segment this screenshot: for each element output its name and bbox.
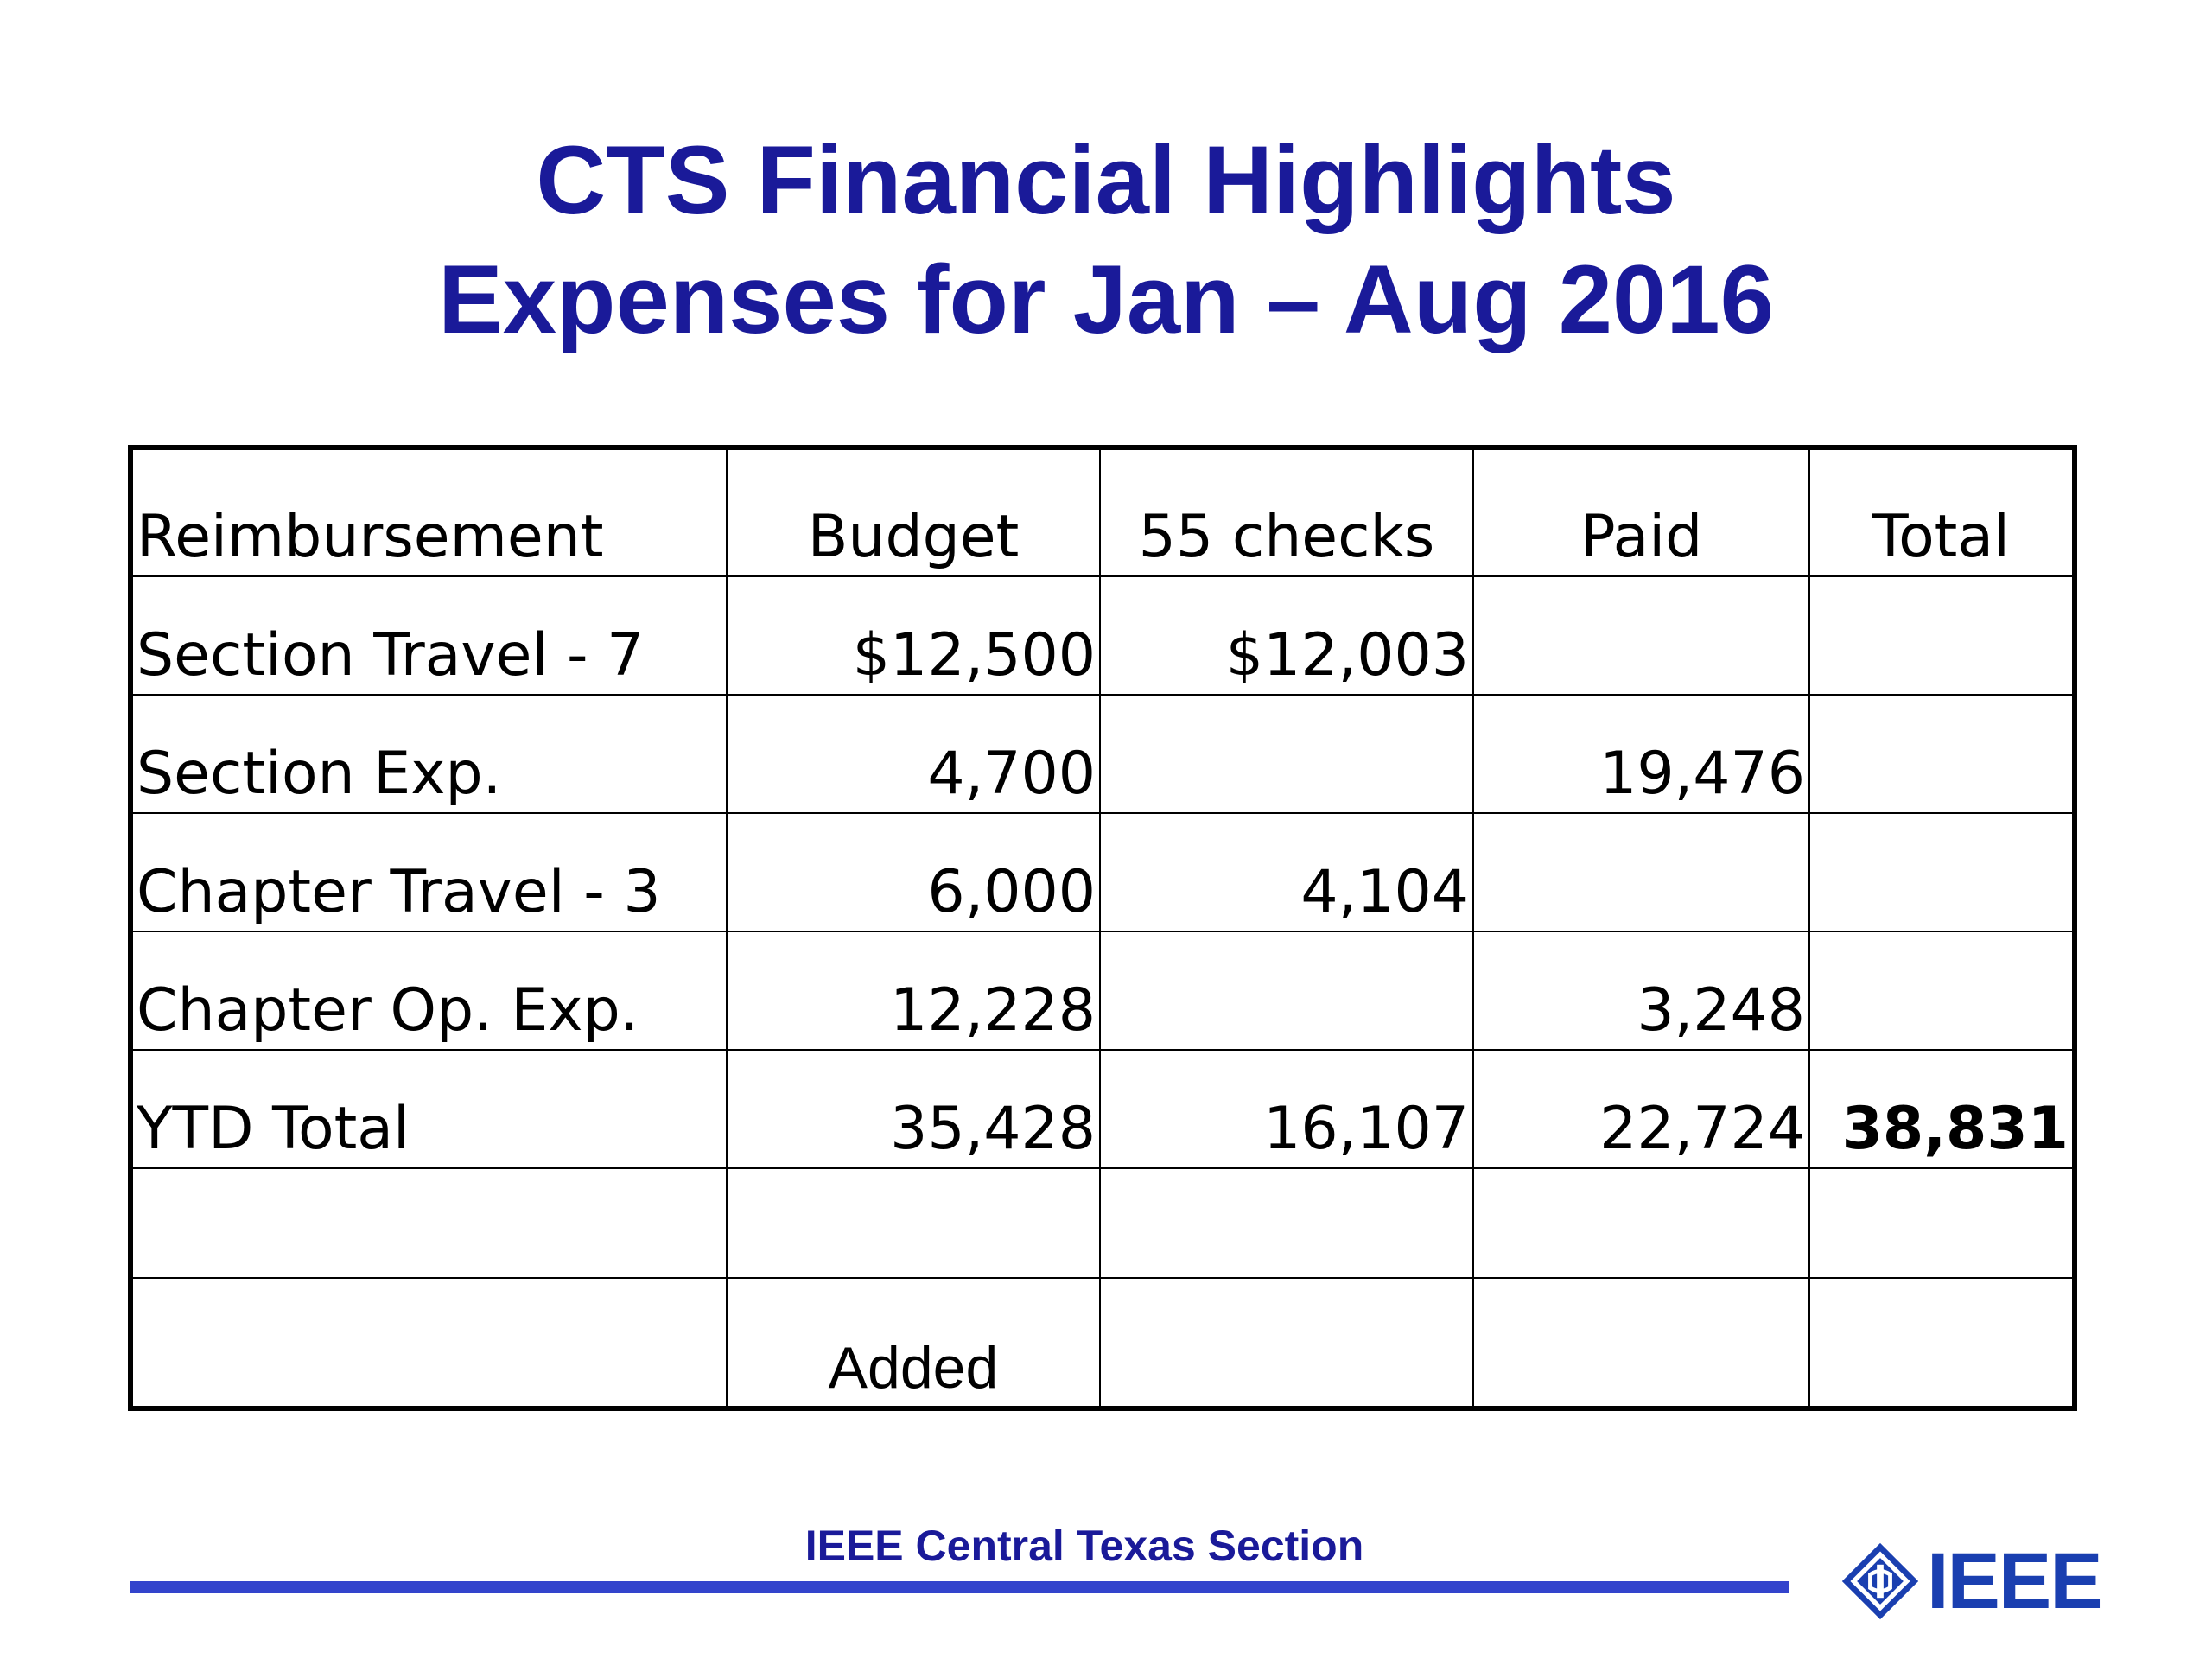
ieee-logo: IEEE xyxy=(1839,1534,2103,1629)
table-row-ytd-total: YTD Total 35,428 16,107 22,724 38,831 xyxy=(130,1049,2075,1169)
row-budget: 12,228 xyxy=(726,931,1101,1051)
added-note: Added xyxy=(726,1277,1101,1409)
row-budget: 4,700 xyxy=(726,694,1101,814)
row-checks xyxy=(1099,694,1474,814)
row-label: Chapter Travel - 3 xyxy=(130,812,728,932)
header-paid: Paid xyxy=(1472,447,1810,577)
header-budget: Budget xyxy=(726,447,1101,577)
header-total: Total xyxy=(1808,447,2075,577)
empty-cell xyxy=(130,1277,728,1409)
row-label: Section Travel - 7 xyxy=(130,575,728,696)
row-checks: 4,104 xyxy=(1099,812,1474,932)
table-row: Section Exp. 4,700 19,476 xyxy=(130,694,2075,814)
ieee-diamond-icon xyxy=(1841,1542,1919,1620)
row-paid: 22,724 xyxy=(1472,1049,1810,1169)
empty-cell xyxy=(1808,1277,2075,1409)
footer-section-name: IEEE Central Texas Section xyxy=(804,1522,1364,1570)
table-row-empty xyxy=(130,1167,2075,1279)
row-paid: 3,248 xyxy=(1472,931,1810,1051)
table-row: Chapter Op. Exp. 12,228 3,248 xyxy=(130,931,2075,1051)
row-budget: 6,000 xyxy=(726,812,1101,932)
empty-cell xyxy=(130,1167,728,1279)
empty-cell xyxy=(1472,1277,1810,1409)
footer-divider xyxy=(130,1581,1789,1593)
row-total xyxy=(1808,931,2075,1051)
empty-cell xyxy=(1099,1277,1474,1409)
row-paid xyxy=(1472,575,1810,696)
row-label: Section Exp. xyxy=(130,694,728,814)
expenses-table: Reimbursement Budget 55 checks Paid Tota… xyxy=(128,445,2077,1411)
row-checks: 16,107 xyxy=(1099,1049,1474,1169)
empty-cell xyxy=(1472,1167,1810,1279)
row-paid xyxy=(1472,812,1810,932)
empty-cell xyxy=(726,1167,1101,1279)
empty-cell xyxy=(1099,1167,1474,1279)
row-label: YTD Total xyxy=(130,1049,728,1169)
row-label: Chapter Op. Exp. xyxy=(130,931,728,1051)
row-paid: 19,476 xyxy=(1472,694,1810,814)
table-row: Chapter Travel - 3 6,000 4,104 xyxy=(130,812,2075,932)
row-grand-total: 38,831 xyxy=(1808,1049,2075,1169)
table-header-row: Reimbursement Budget 55 checks Paid Tota… xyxy=(130,447,2075,577)
header-reimbursement: Reimbursement xyxy=(130,447,728,577)
row-total xyxy=(1808,575,2075,696)
title-line-2: Expenses for Jan – Aug 2016 xyxy=(438,245,1774,353)
header-checks: 55 checks xyxy=(1099,447,1474,577)
empty-cell xyxy=(1808,1167,2075,1279)
table-row-note: Added xyxy=(130,1277,2075,1409)
ieee-logo-text: IEEE xyxy=(1927,1536,2103,1625)
row-budget: 35,428 xyxy=(726,1049,1101,1169)
row-checks: $12,003 xyxy=(1099,575,1474,696)
table-row: Section Travel - 7 $12,500 $12,003 xyxy=(130,575,2075,696)
row-checks xyxy=(1099,931,1474,1051)
row-budget: $12,500 xyxy=(726,575,1101,696)
row-total xyxy=(1808,694,2075,814)
slide-title: CTS Financial Highlights Expenses for Ja… xyxy=(0,121,2212,359)
row-total xyxy=(1808,812,2075,932)
title-line-1: CTS Financial Highlights xyxy=(536,126,1676,234)
